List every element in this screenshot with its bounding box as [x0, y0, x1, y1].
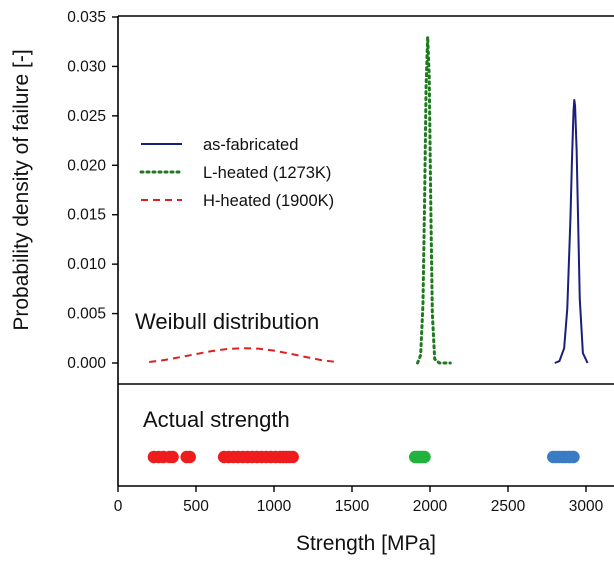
strength-point-h-heated-1900k: [183, 450, 196, 464]
strength-point-h-heated-1900k: [166, 450, 179, 464]
y-tick-label: 0.015: [67, 207, 106, 224]
strength-point-as-fabricated: [567, 450, 580, 464]
x-axis-title: Strength [MPa]: [296, 532, 436, 555]
actual-strength-label: Actual strength: [143, 407, 290, 432]
y-tick-label: 0.030: [67, 58, 106, 75]
y-tick-label: 0.010: [67, 256, 106, 273]
x-tick-label: 1000: [257, 498, 292, 515]
y-tick-label: 0.020: [67, 157, 106, 174]
x-tick-label: 0: [114, 498, 123, 515]
x-tick-label: 3000: [569, 498, 604, 515]
x-tick-label: 500: [183, 498, 209, 515]
series-line-h-heated-1900k: [149, 347, 337, 364]
legend-label-as-fabricated: as-fabricated: [203, 136, 298, 154]
y-tick-label: 0.005: [67, 306, 106, 323]
legend: as-fabricated L-heated (1273K) H-heated …: [139, 136, 334, 210]
legend-label-h-heated: H-heated (1900K): [203, 192, 334, 210]
strength-point-h-heated-1900k: [286, 450, 299, 464]
y-axis-title: Probability density of failure [-]: [10, 49, 33, 330]
x-tick-label: 1500: [335, 498, 370, 515]
legend-label-l-heated: L-heated (1273K): [203, 164, 331, 182]
y-tick-label: 0.000: [67, 355, 106, 372]
x-tick-label: 2000: [413, 498, 448, 515]
weibull-distribution-label: Weibull distribution: [135, 309, 319, 334]
y-tick-label: 0.035: [67, 9, 106, 26]
x-tick-label: 2500: [491, 498, 526, 515]
series-line-as-fabricated: [554, 99, 589, 364]
series-line-l-heated-1273k: [416, 35, 452, 365]
strength-point-l-heated-1273k: [418, 450, 431, 464]
y-tick-label: 0.025: [67, 108, 106, 125]
